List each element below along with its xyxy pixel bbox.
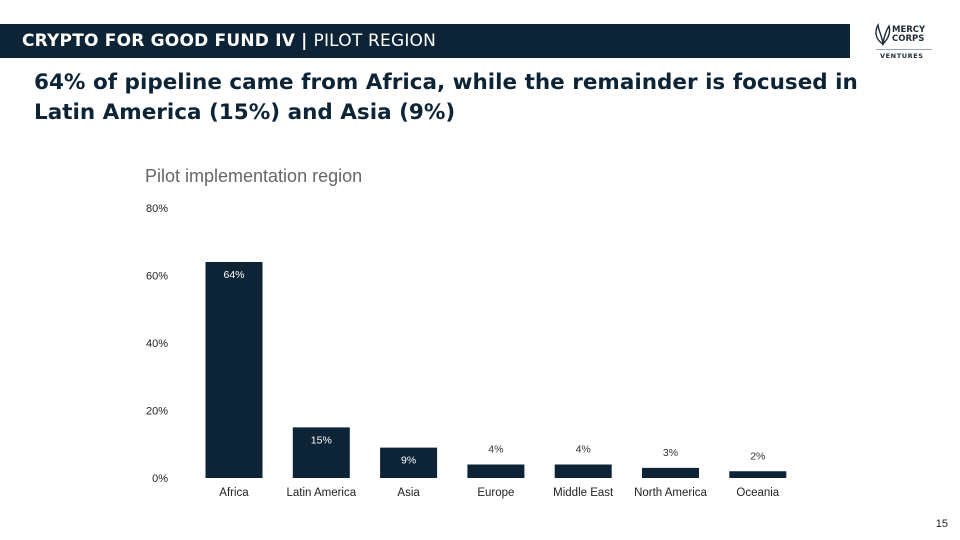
x-tick-label: Europe [477,487,514,499]
header-separator: | [301,31,308,51]
bar [642,467,699,478]
x-tick-label: Latin America [286,487,356,499]
x-tick-label: North America [634,487,707,499]
data-label: 4% [488,444,503,456]
logo-word-corps: CORPS [892,34,925,44]
bar [554,464,612,478]
bar [467,464,525,478]
header-section-name: PILOT REGION [313,31,437,51]
page-number: 15 [935,518,948,530]
logo-word-ventures: VENTURES [880,52,924,60]
mercy-corps-ventures-logo: MERCY CORPS VENTURES [872,22,934,62]
logo-divider [876,49,932,50]
y-tick-label: 0% [152,473,168,485]
data-label: 4% [576,444,591,456]
x-tick-label: Middle East [553,487,614,499]
bar [380,447,438,478]
data-label: 3% [663,447,678,459]
bar [292,427,350,478]
slide-headline: 64% of pipeline came from Africa, while … [34,70,858,125]
header-title: CRYPTO FOR GOOD FUND IV | PILOT REGION [22,31,436,51]
logo-word-mercy: MERCY [892,25,926,35]
y-tick-label: 40% [146,338,168,350]
y-tick-label: 80% [146,203,168,215]
y-tick-label: 60% [146,271,168,283]
logo-leaf-icon [875,22,891,46]
bar [205,262,263,478]
header-bar: CRYPTO FOR GOOD FUND IV | PILOT REGION [0,24,850,58]
x-tick-label: Oceania [736,487,779,499]
data-label: 2% [750,450,765,462]
chart-title: Pilot implementation region [145,166,363,186]
x-tick-label: Africa [219,487,249,499]
header-fund-name: CRYPTO FOR GOOD FUND IV [22,31,296,51]
data-label: 15% [311,434,332,446]
data-label: 64% [223,269,244,281]
data-label: 9% [401,455,416,467]
bar [729,471,787,478]
y-tick-label: 20% [146,406,168,418]
x-tick-label: Asia [397,487,420,499]
